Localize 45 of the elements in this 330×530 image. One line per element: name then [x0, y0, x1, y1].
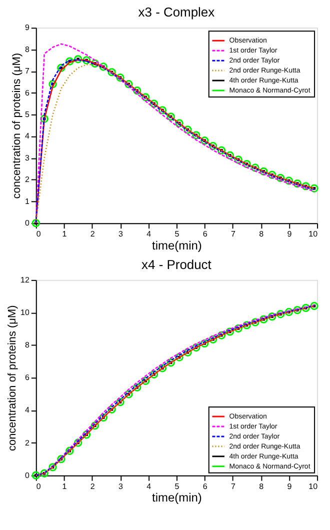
x-tick-label: 10: [308, 482, 318, 491]
y-tick-label: 2: [24, 438, 30, 448]
x-tick-label: 0: [36, 482, 42, 491]
y-tick-label: 4: [24, 406, 30, 415]
y-tick-label: 7: [24, 66, 30, 76]
x-tick-label: 6: [202, 230, 208, 239]
x-tick-label: 2: [90, 482, 96, 491]
x-tick-label: 8: [259, 230, 264, 239]
y-tick-label: 8: [24, 340, 30, 350]
y-tick-label: 0: [24, 470, 30, 480]
x-tick-label: 10: [308, 230, 318, 239]
x-tick-label: 3: [118, 230, 124, 239]
y-tick-label: 6: [24, 373, 30, 382]
x-tick-label: 1: [62, 482, 68, 491]
y-axis-title: concentration of proteins (μM): [10, 53, 23, 199]
x-tick-label: 8: [259, 482, 264, 491]
y-tick-label: 12: [20, 275, 30, 284]
x-tick-label: 9: [287, 230, 292, 239]
x-tick-label: 4: [146, 482, 152, 491]
y-tick-label: 2: [24, 175, 30, 184]
x-tick-label: 5: [174, 230, 180, 239]
chart-title: x4 - Product: [142, 256, 212, 272]
y-tick-label: 3: [24, 153, 30, 162]
x-tick-label: 5: [174, 482, 180, 491]
x-tick-label: 7: [230, 482, 236, 491]
y-tick-label: 4: [24, 132, 30, 141]
y-tick-label: 8: [24, 44, 30, 54]
x-tick-label: 4: [146, 230, 152, 239]
x-axis-title: time(min): [152, 490, 202, 505]
x-tick-label: 2: [90, 230, 96, 239]
y-tick-label: 6: [24, 88, 30, 98]
y-tick-label: 1: [24, 196, 30, 206]
y-tick-label: 0: [24, 218, 30, 228]
x-tick-label: 7: [230, 230, 236, 239]
chart-title: x3 - Complex: [138, 4, 216, 20]
x-tick-label: 1: [62, 230, 68, 239]
y-tick-label: 10: [20, 308, 30, 317]
x-axis-title: time(min): [152, 238, 202, 253]
x-tick-label: 3: [118, 482, 124, 491]
y-tick-label: 5: [24, 110, 30, 120]
x-tick-label: 0: [36, 230, 42, 239]
x-tick-label: 6: [202, 482, 208, 491]
y-tick-label: 9: [24, 23, 30, 32]
x-tick-label: 9: [287, 482, 292, 491]
y-axis-title: concentration of proteins (μM): [6, 305, 19, 451]
